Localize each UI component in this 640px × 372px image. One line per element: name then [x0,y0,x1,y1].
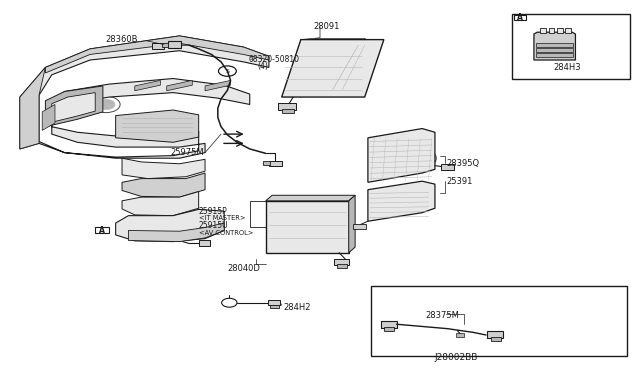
Bar [198,240,210,246]
Polygon shape [266,195,355,201]
Text: 28360B: 28360B [106,35,138,44]
Circle shape [406,151,429,165]
Bar [268,300,280,305]
Bar [162,42,168,47]
Text: <AV CONTROL>: <AV CONTROL> [198,230,253,236]
Polygon shape [167,80,192,91]
Polygon shape [368,181,435,221]
Bar [337,264,348,268]
Text: 25915U: 25915U [198,221,228,230]
Polygon shape [122,192,198,216]
Bar [371,286,627,356]
Text: 284H2: 284H2 [283,303,310,312]
Polygon shape [122,158,205,179]
Polygon shape [205,80,230,91]
Circle shape [408,197,421,205]
Bar [384,327,394,331]
Polygon shape [135,80,161,91]
Text: J28002BB: J28002BB [435,353,478,362]
Bar [266,201,349,253]
Polygon shape [20,36,269,158]
Polygon shape [20,67,45,149]
Text: 28395Q: 28395Q [447,158,479,167]
Bar [511,14,630,78]
Text: 25975M: 25975M [170,148,204,157]
Text: A: A [517,13,523,22]
Polygon shape [116,209,224,241]
Bar [536,43,573,46]
Text: 28375M: 28375M [426,311,460,320]
Bar [168,41,180,48]
Bar [353,224,366,229]
Bar [565,28,571,33]
Polygon shape [122,173,205,197]
Bar [152,42,164,48]
Bar [490,337,500,341]
Polygon shape [45,86,103,127]
Polygon shape [282,39,384,97]
Text: <IT MASTER>: <IT MASTER> [198,215,245,221]
Text: (4): (4) [257,62,268,71]
Text: 08320-50810: 08320-50810 [248,55,300,64]
Text: 28091: 28091 [313,22,340,31]
Bar [381,321,397,328]
Bar [557,28,563,33]
Polygon shape [116,110,198,142]
Circle shape [97,99,115,110]
Text: 25391: 25391 [447,177,473,186]
Text: S: S [250,56,253,61]
Bar [278,103,296,110]
Bar [536,48,573,52]
Bar [282,109,294,113]
Polygon shape [534,32,575,60]
Polygon shape [45,36,269,73]
Circle shape [299,228,309,234]
Polygon shape [129,223,224,241]
Bar [269,161,282,166]
Bar [95,227,109,234]
Polygon shape [42,105,55,131]
Bar [540,28,546,33]
Bar [334,259,349,264]
Bar [548,28,554,33]
Text: S: S [225,68,229,74]
Text: 28040D: 28040D [227,264,260,273]
Bar [456,333,464,337]
Bar [270,305,279,308]
Polygon shape [349,195,355,253]
Text: A: A [99,225,105,235]
Text: 25915P: 25915P [198,207,227,216]
Bar [262,161,270,165]
Polygon shape [368,129,435,182]
Polygon shape [52,93,95,122]
Bar [536,53,573,57]
Text: 284H3: 284H3 [553,63,580,72]
Bar [487,331,503,338]
Bar [514,15,525,20]
Bar [442,164,454,170]
